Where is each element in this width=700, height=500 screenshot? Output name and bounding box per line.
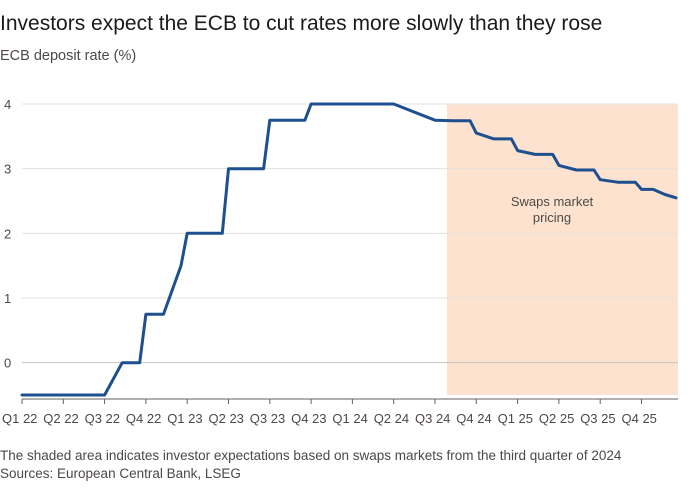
series-line-ecb-deposit-rate <box>20 102 678 397</box>
x-tick-label: Q2 22 <box>43 411 78 426</box>
shaded-region-annotation: pricing <box>533 210 571 225</box>
y-tick-label: 4 <box>4 97 11 112</box>
y-tick-label: 1 <box>4 291 11 306</box>
x-tick-label: Q1 24 <box>332 411 367 426</box>
x-tick-label: Q2 23 <box>209 411 244 426</box>
x-tick-label: Q3 24 <box>415 411 450 426</box>
x-tick-label: Q3 22 <box>85 411 120 426</box>
x-tick-label: Q1 23 <box>167 411 202 426</box>
footnote: The shaded area indicates investor expec… <box>0 448 622 463</box>
x-tick-label: Q4 22 <box>126 411 161 426</box>
x-tick-label: Q2 24 <box>374 411 409 426</box>
x-tick-label: Q1 22 <box>2 411 37 426</box>
x-tick-label: Q3 23 <box>250 411 285 426</box>
y-tick-label: 2 <box>4 226 11 241</box>
x-tick-label: Q4 23 <box>291 411 326 426</box>
shaded-forecast-region-layer <box>447 104 678 395</box>
x-tick-label: Q4 24 <box>456 411 491 426</box>
x-tick-label: Q4 25 <box>622 411 657 426</box>
source-note: Sources: European Central Bank, LSEG <box>0 466 241 481</box>
y-tick-label: 3 <box>4 162 11 177</box>
shaded-region-annotation: Swaps market <box>511 194 594 209</box>
y-axis-label: ECB deposit rate (%) <box>0 48 137 64</box>
line-chart: 0 1 2 3 4 Q1 22 Q2 22 Q3 22 Q4 22 Q1 23 Q2 23 Q3 2… <box>2 97 678 426</box>
y-tick-label: 0 <box>4 356 11 371</box>
y-tick-labels-layer: 0 1 2 3 4 <box>4 97 11 371</box>
series-layer <box>20 102 678 397</box>
x-tick-labels-layer: Q1 22 Q2 22 Q3 22 Q4 22 Q1 23 Q2 23 Q3 23 Q4 23… <box>2 398 678 426</box>
x-tick-label: Q3 25 <box>580 411 615 426</box>
x-tick-label: Q1 25 <box>498 411 533 426</box>
chart-title: Investors expect the ECB to cut rates mo… <box>0 12 603 35</box>
x-tick-label: Q2 25 <box>539 411 574 426</box>
shaded-forecast-region <box>447 104 678 395</box>
